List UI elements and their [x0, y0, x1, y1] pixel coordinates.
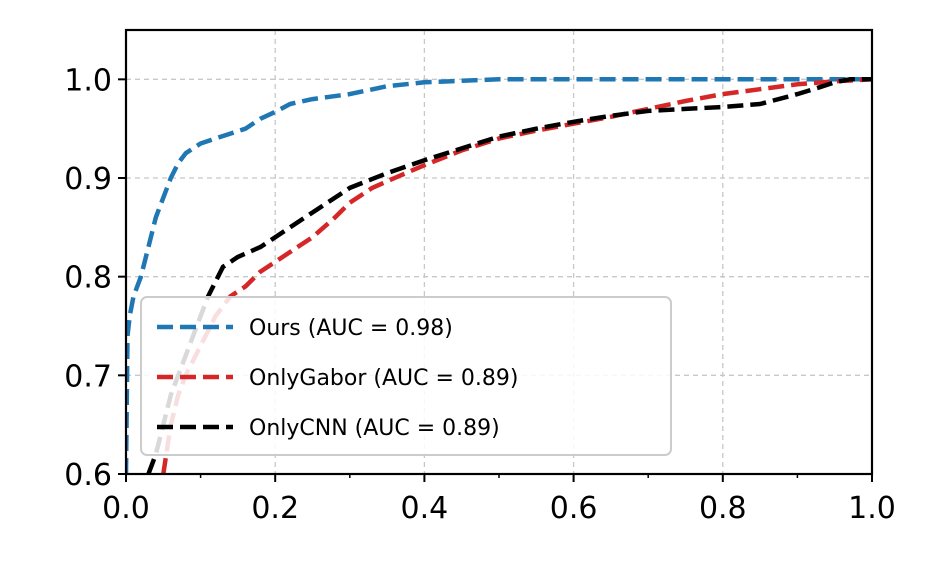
x-tick-label: 0.0: [102, 491, 150, 526]
legend-box: [140, 296, 672, 456]
legend-label-3: OnlyCNN (AUC = 0.89): [249, 416, 500, 441]
axes: 0.0 0.2 0.4 0.6 0.8 1.0 0.6 0.7 0.8 0.9 1.0: [64, 63, 896, 526]
y-tick-label: 0.8: [64, 261, 112, 296]
legend-label-2: OnlyGabor (AUC = 0.89): [249, 366, 518, 391]
y-tick-label: 1.0: [64, 63, 112, 98]
x-tick-label: 1.0: [848, 491, 896, 526]
y-tick-label: 0.7: [64, 359, 112, 394]
legend: Ours (AUC = 0.98) OnlyGabor (AUC = 0.89) O…: [140, 296, 672, 456]
legend-label-1: Ours (AUC = 0.98): [249, 316, 453, 341]
x-tick-label: 0.2: [251, 491, 299, 526]
series-line-1: [126, 77, 872, 474]
x-tick-label: 0.4: [401, 491, 449, 526]
x-tick-label: 0.8: [699, 491, 747, 526]
y-tick-label: 0.6: [64, 458, 112, 493]
series-line-2: [161, 77, 872, 474]
y-tick-label: 0.9: [64, 162, 112, 197]
x-tick-label: 0.6: [550, 491, 598, 526]
